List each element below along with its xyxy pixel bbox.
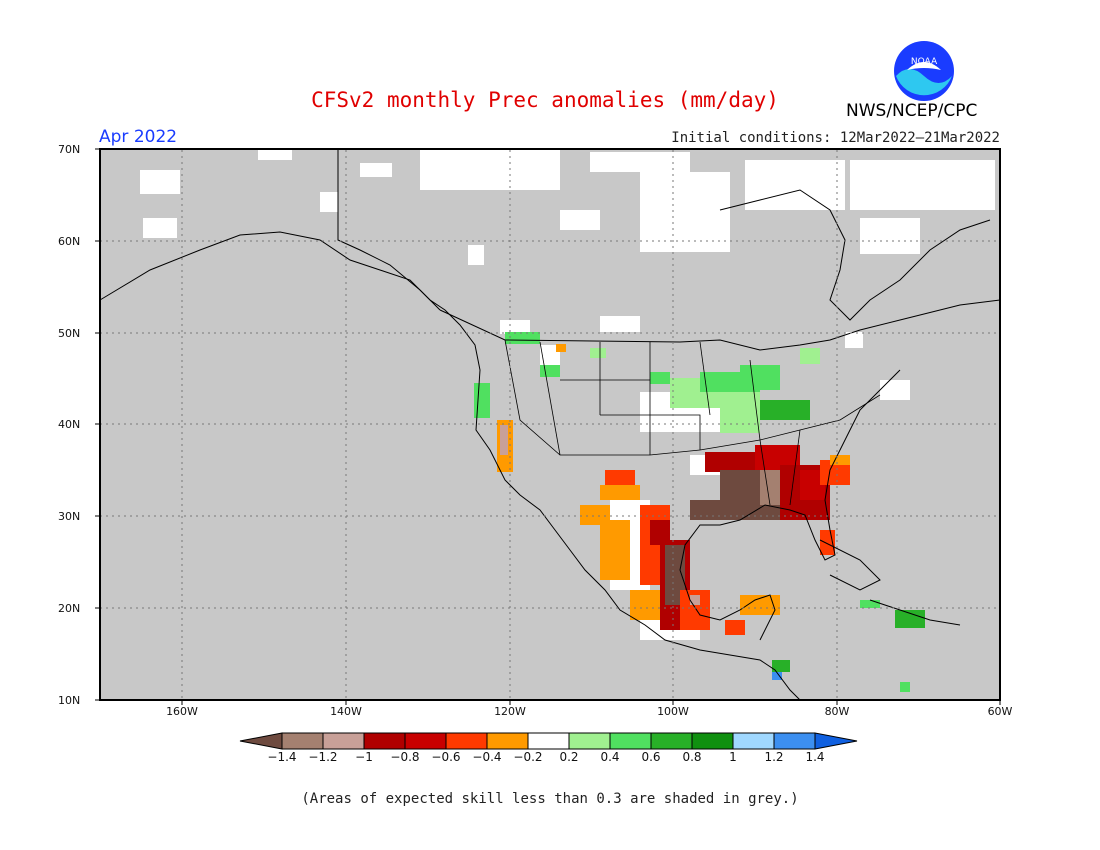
- initial-conditions: Initial conditions: 12Mar2022–21Mar2022: [671, 130, 1000, 146]
- lon-label: 160W: [166, 705, 198, 718]
- colorbar-cell: [445, 732, 488, 750]
- colorbar-cell: [691, 732, 734, 750]
- colorbar-arrow-high: [814, 732, 858, 750]
- colorbar-label: −1: [355, 750, 373, 764]
- skill-footnote: (Areas of expected skill less than 0.3 a…: [301, 791, 799, 807]
- coastlines: [99, 150, 1001, 701]
- lon-label: 100W: [657, 705, 689, 718]
- colorbar-cell: [568, 732, 611, 750]
- graticule: [100, 150, 1000, 700]
- noaa-logo: NOAA: [894, 41, 954, 101]
- colorbar-label: 0.6: [641, 750, 661, 764]
- colorbar-label: 1: [729, 750, 737, 764]
- colorbar-cell: [486, 732, 529, 750]
- colorbar-label: −1.2: [308, 750, 338, 764]
- colorbar-label: 1.4: [805, 750, 825, 764]
- lon-label: 60W: [987, 705, 1013, 718]
- organization-label: NWS/NCEP/CPC: [846, 101, 978, 121]
- axis-ticks: [95, 148, 1001, 705]
- colorbar-label: 0.4: [600, 750, 620, 764]
- colorbar-cell: [322, 732, 365, 750]
- colorbar-cell: [281, 732, 324, 750]
- state-borders: [504, 339, 881, 506]
- lat-label: 40N: [58, 418, 81, 431]
- lat-label: 30N: [58, 510, 81, 523]
- forecast-month: Apr 2022: [99, 127, 178, 147]
- noaa-logo-text: NOAA: [911, 57, 938, 67]
- colorbar-label: −0.2: [513, 750, 543, 764]
- lat-label: 50N: [58, 327, 81, 340]
- colorbar-cell: [527, 732, 570, 750]
- lat-label: 10N: [58, 694, 81, 707]
- colorbar-label: −0.6: [431, 750, 461, 764]
- colorbar-cell: [732, 732, 775, 750]
- colorbar-label: 0.8: [682, 750, 702, 764]
- colorbar-cell: [773, 732, 816, 750]
- colorbar-label: −1.4: [267, 750, 297, 764]
- colorbar-label: −0.4: [472, 750, 502, 764]
- wet-anomalies: [474, 332, 925, 692]
- colorbar-cell: [650, 732, 693, 750]
- colorbar-label: −0.8: [390, 750, 420, 764]
- colorbar-label: 0.2: [559, 750, 579, 764]
- colorbar-cell: [609, 732, 652, 750]
- colorbar-cell: [404, 732, 447, 750]
- colorbar-label: 1.2: [764, 750, 784, 764]
- lon-label: 80W: [824, 705, 850, 718]
- lat-label: 20N: [58, 602, 81, 615]
- lon-label: 140W: [330, 705, 362, 718]
- map-title: CFSv2 monthly Prec anomalies (mm/day): [311, 88, 779, 112]
- colorbar-cell: [363, 732, 406, 750]
- lat-label: 70N: [58, 143, 81, 156]
- colorbar-arrow-low: [239, 732, 283, 750]
- lon-label: 120W: [494, 705, 526, 718]
- lat-label: 60N: [58, 235, 81, 248]
